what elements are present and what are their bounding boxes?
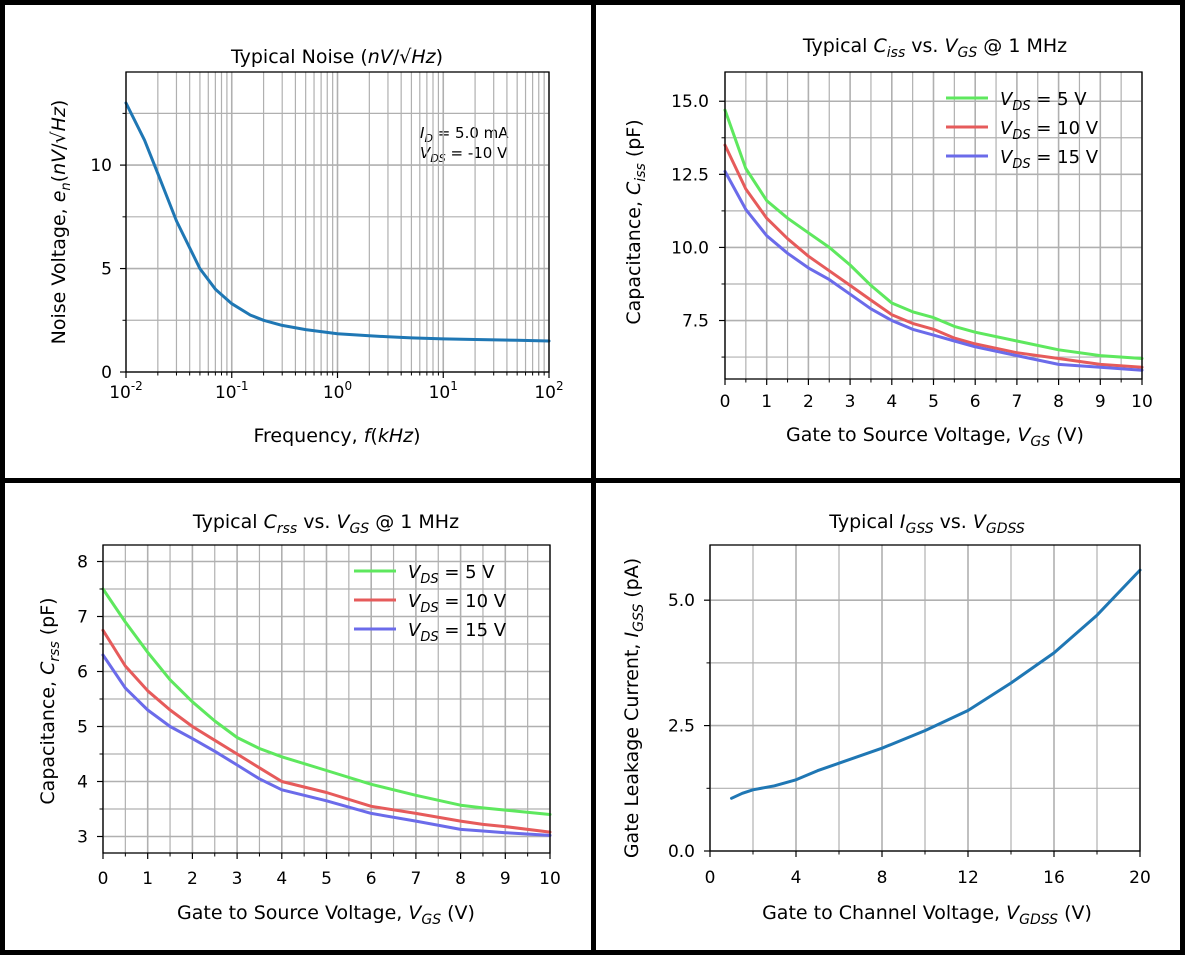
ciss-chart: Typical Ciss vs. VGS @ 1 MHz Gate to Sou…	[623, 35, 1153, 450]
x-tick-label: 1	[142, 869, 153, 889]
chart-title: Typical Noise (nV/√Hz)	[230, 46, 443, 68]
chart-title: Typical Ciss vs. VGS @ 1 MHz	[802, 35, 1067, 61]
vertical-divider	[591, 0, 596, 955]
x-axis-label: Gate to Source Voltage, VGS (V)	[786, 424, 1084, 450]
y-tick-label: 5.0	[668, 591, 695, 611]
x-tick-label: 5	[321, 869, 332, 889]
annotation-id: ID = 5.0 mA	[420, 124, 509, 145]
noise-chart: Typical Noise (nV/√Hz) Frequency, f(kHz)…	[48, 46, 564, 447]
series-line-2	[723, 143, 1144, 369]
x-tick-label: 10-1	[215, 379, 249, 403]
legend-label: VDS = 15 V	[1000, 147, 1099, 172]
x-tick-label: 9	[500, 869, 511, 889]
chart-title: Typical IGSS vs. VGDSS	[828, 511, 1025, 537]
y-tick-label: 5	[101, 260, 112, 280]
y-axis-label: Noise Voltage, en(nV/√Hz)	[48, 100, 74, 345]
x-tick-label: 4	[276, 869, 287, 889]
x-tick-label: 20	[1129, 868, 1151, 888]
x-tick-label: 1	[761, 392, 772, 412]
y-tick-label: 7	[77, 608, 88, 628]
x-tick-label: 3	[845, 392, 856, 412]
y-axis-label: Gate Leakage Current, IGSS (pA)	[621, 558, 647, 858]
y-tick-label: 3	[77, 828, 88, 848]
x-tick-label: 8	[877, 868, 888, 888]
y-tick-label: 8	[77, 553, 88, 573]
series-line-1	[101, 587, 552, 816]
tick-marks	[97, 560, 551, 859]
x-axis-label: Gate to Channel Voltage, VGDSS (V)	[762, 902, 1092, 928]
x-tick-label: 0	[705, 868, 716, 888]
x-tick-label: 2	[803, 392, 814, 412]
y-tick-label: 7.5	[682, 312, 709, 332]
x-tick-label: 101	[429, 379, 458, 403]
y-tick-label: 12.5	[671, 165, 709, 185]
x-tick-label: 8	[1053, 392, 1064, 412]
x-tick-label: 12	[957, 868, 979, 888]
x-tick-label: 102	[534, 379, 563, 403]
tick-marks	[719, 100, 1143, 385]
x-axis-label: Frequency, f(kHz)	[253, 425, 420, 447]
x-tick-label: 4	[886, 392, 897, 412]
x-tick-label: 5	[928, 392, 939, 412]
legend-label: VDS = 5 V	[1000, 89, 1087, 114]
y-tick-label: 0.0	[668, 842, 695, 862]
y-tick-label: 10.0	[671, 238, 709, 258]
y-axis-label: Capacitance, Crss (pF)	[37, 597, 63, 804]
x-tick-label: 4	[791, 868, 802, 888]
series-line-1	[124, 101, 551, 343]
x-tick-label: 0	[720, 392, 731, 412]
y-tick-label: 5	[77, 718, 88, 738]
x-tick-label: 3	[232, 869, 243, 889]
y-tick-label: 0	[101, 363, 112, 383]
x-tick-label: 100	[323, 379, 352, 403]
legend-label: VDS = 10 V	[1000, 118, 1099, 143]
y-tick-label: 10	[90, 156, 112, 176]
series-line-1	[723, 108, 1144, 360]
legend-label: VDS = 10 V	[408, 591, 507, 616]
grid-lines	[102, 545, 551, 853]
chart-title: Typical Crss vs. VGS @ 1 MHz	[192, 511, 459, 537]
igss-chart: Typical IGSS vs. VGDSS Gate to Channel V…	[621, 511, 1151, 928]
x-tick-label: 0	[98, 869, 109, 889]
y-tick-label: 4	[77, 773, 88, 793]
series-line-3	[101, 653, 552, 837]
legend: VDS = 5 V VDS = 10 V VDS = 15 V	[354, 562, 507, 645]
series-line-1	[730, 568, 1142, 800]
x-tick-label: 6	[366, 869, 377, 889]
crss-chart: Typical Crss vs. VGS @ 1 MHz Gate to Sou…	[37, 511, 561, 928]
x-tick-label: 7	[410, 869, 421, 889]
y-tick-label: 6	[77, 663, 88, 683]
grid-lines	[125, 72, 550, 373]
x-tick-label: 10	[539, 869, 561, 889]
series-line-2	[101, 628, 552, 834]
horizontal-divider	[0, 478, 1185, 483]
legend: VDS = 5 V VDS = 10 V VDS = 15 V	[946, 89, 1099, 172]
y-axis-label: Capacitance, Ciss (pF)	[623, 119, 649, 324]
legend-label: VDS = 5 V	[408, 562, 495, 587]
x-tick-label: 10-2	[109, 379, 143, 403]
x-axis-label: Gate to Source Voltage, VGS (V)	[177, 902, 475, 928]
x-tick-label: 2	[187, 869, 198, 889]
y-tick-label: 2.5	[668, 717, 695, 737]
y-tick-label: 15.0	[671, 92, 709, 112]
x-tick-label: 10	[1131, 392, 1153, 412]
x-tick-label: 9	[1095, 392, 1106, 412]
legend-label: VDS = 15 V	[408, 620, 507, 645]
x-tick-label: 7	[1011, 392, 1022, 412]
tick-marks	[120, 112, 550, 378]
x-tick-label: 16	[1043, 868, 1065, 888]
grid-lines	[709, 545, 1141, 852]
series-line-3	[723, 169, 1144, 372]
x-tick-label: 8	[455, 869, 466, 889]
tick-marks	[704, 599, 1141, 857]
x-tick-label: 6	[970, 392, 981, 412]
